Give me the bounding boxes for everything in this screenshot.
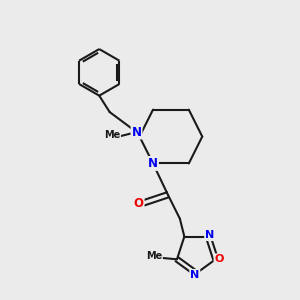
Text: O: O <box>214 254 224 264</box>
Text: Me: Me <box>104 130 120 140</box>
Text: Me: Me <box>146 251 162 261</box>
Text: N: N <box>190 270 200 280</box>
Text: N: N <box>132 126 142 139</box>
Text: N: N <box>205 230 214 240</box>
Text: O: O <box>134 197 144 210</box>
Text: N: N <box>148 157 158 170</box>
